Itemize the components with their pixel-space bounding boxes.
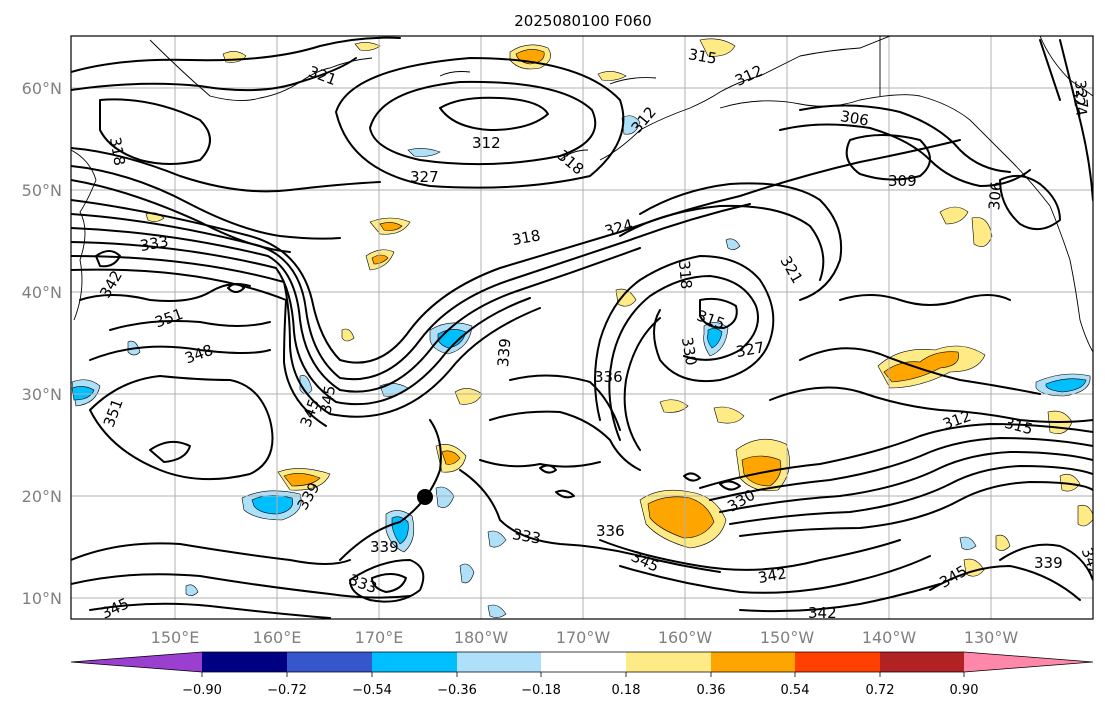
contour-312-ring [369,80,597,166]
lon-label: 170°E [355,628,404,647]
contour-label: 342 [808,604,837,622]
colorbar: −0.90 −0.72 −0.54 −0.36 −0.18 0.18 0.36 … [70,651,1094,698]
latitude-labels: 60°N 50°N 40°N 30°N 20°N 10°N [22,79,62,608]
contour-label: 339 [1034,554,1063,572]
contour-label: 306 [839,107,870,130]
colorbar-tick-label: −0.18 [521,683,561,698]
contour-label: 318 [675,260,695,290]
contour-label: 312 [472,134,501,152]
contour-label: 327 [735,338,766,361]
plot-area: 321 318 312 315 312 327 306 324 318 312 … [71,36,1093,622]
contour-label: 330 [678,336,701,367]
contour-label: 336 [596,522,625,540]
contour-label: 333 [511,525,542,548]
lon-label: 170°W [556,628,611,647]
colorbar-extend-low [71,652,202,672]
contour-label: 306 [985,181,1005,211]
colorbar-segment [202,652,287,672]
colorbar-segment [457,652,541,672]
contour-jet-bundle [71,139,961,364]
lat-label: 20°N [22,487,62,506]
colorbar-tick-label: 0.90 [950,683,979,698]
coastline-alaska [599,36,891,161]
contour-label: 315 [687,45,718,68]
colorbar-segment [626,652,711,672]
contour-high-latitude [71,36,401,73]
colorbar-segment [372,652,457,672]
contour-label: 339 [370,538,399,556]
coastlines [71,36,1093,353]
contour-label: 309 [888,172,917,190]
map-title: 2025080100 F060 [514,12,651,30]
contour-label: 342 [757,564,788,587]
lon-label: 140°W [862,628,917,647]
contour-label: 327 [410,168,439,186]
colorbar-tick-label: −0.54 [352,683,392,698]
colorbar-segment [880,652,964,672]
lon-label: 130°W [964,628,1019,647]
lat-label: 60°N [22,79,62,98]
contour-label: 336 [594,368,623,386]
lon-label: 180°W [454,628,509,647]
colorbar-tick-label: 0.54 [781,683,810,698]
lat-label: 30°N [22,385,62,404]
lon-label: 150°W [760,628,815,647]
colorbar-tick-label: −0.90 [182,683,222,698]
colorbar-extend-high [964,652,1093,672]
colorbar-ticks [201,672,965,677]
contour-trough [594,255,775,421]
colorbar-tick-label: −0.36 [437,683,477,698]
contour-label: 318 [511,226,542,249]
colorbar-tick-label: 0.36 [697,683,726,698]
colorbar-segment [287,652,372,672]
contour-label: 318 [106,136,129,167]
colorbar-tick-label: 0.72 [866,683,895,698]
storm-center-marker [417,489,433,505]
contour-label: 324 [1068,86,1091,117]
plot-frame [70,35,1094,620]
contour-lines [71,36,1093,619]
lat-label: 40°N [22,283,62,302]
contour-east-jet [699,423,1093,489]
colorbar-tick-label: 0.18 [612,683,641,698]
contour-label: 345 [317,384,340,415]
colorbar-tick-label: −0.72 [267,683,307,698]
lat-label: 50°N [22,181,62,200]
contour-subtropical [71,542,351,565]
contour-label: 327 [1071,79,1091,109]
lon-label: 160°E [253,628,302,647]
shaded-fields [71,38,1093,618]
lat-label: 10°N [22,589,62,608]
colorbar-segment [711,652,795,672]
longitude-labels: 150°E 160°E 170°E 180°W 170°W 160°W 150°… [151,628,1019,647]
colorbar-segment [541,652,626,672]
colorbar-segment [795,652,880,672]
lon-label: 160°W [658,628,713,647]
lon-label: 150°E [151,628,200,647]
contour-label: 339 [494,337,514,367]
contour-label: 333 [139,232,170,255]
